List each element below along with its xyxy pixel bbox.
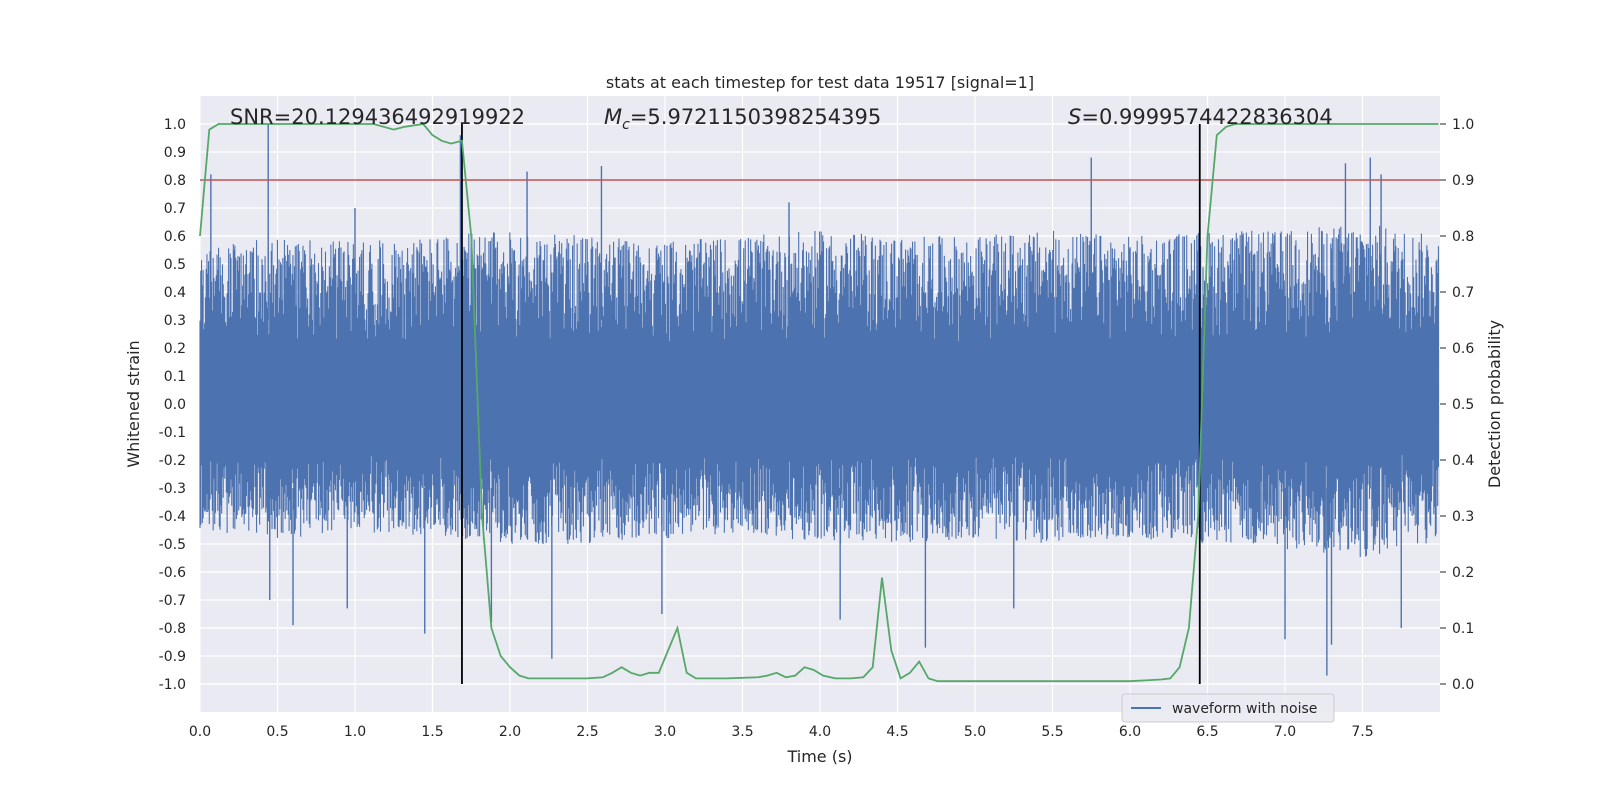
y-tick-label: -0.1 bbox=[159, 425, 186, 441]
y-tick-label: 0.3 bbox=[164, 313, 186, 329]
y-tick-label-right: 0.5 bbox=[1452, 397, 1474, 413]
data-layer bbox=[199, 123, 1440, 684]
x-tick-label: 3.0 bbox=[654, 724, 676, 740]
x-tick-label: 5.0 bbox=[964, 724, 986, 740]
y-tick-label: -0.4 bbox=[159, 509, 186, 525]
y-tick-label: -0.3 bbox=[159, 481, 186, 497]
y-tick-label: 0.6 bbox=[164, 229, 186, 245]
y-tick-label-right: 0.6 bbox=[1452, 341, 1474, 357]
x-tick-label: 7.0 bbox=[1274, 724, 1296, 740]
y-tick-label-right: 0.4 bbox=[1452, 453, 1474, 469]
y-tick-label: 1.0 bbox=[164, 117, 186, 133]
legend: waveform with noise bbox=[1121, 693, 1335, 723]
y-tick-label: 0.5 bbox=[164, 257, 186, 273]
x-tick-label: 2.5 bbox=[576, 724, 598, 740]
y-tick-label: 0.8 bbox=[164, 173, 186, 189]
y-axis-label: Whitened strain bbox=[124, 340, 143, 467]
x-axis-label: Time (s) bbox=[786, 747, 852, 766]
y-tick-label-right: 0.1 bbox=[1452, 621, 1474, 637]
mc-symbol: M bbox=[604, 105, 622, 129]
y-tick-label-right: 1.0 bbox=[1452, 117, 1474, 133]
x-tick-label: 0.0 bbox=[189, 724, 211, 740]
x-tick-label: 4.5 bbox=[886, 724, 908, 740]
y-tick-label: -0.5 bbox=[159, 537, 186, 553]
y-tick-label: -1.0 bbox=[159, 677, 186, 693]
y-tick-label: -0.6 bbox=[159, 565, 186, 581]
s-value: =0.9999574422836304 bbox=[1081, 105, 1332, 129]
y-tick-label: 0.1 bbox=[164, 369, 186, 385]
mc-value: =5.9721150398254395 bbox=[630, 105, 881, 129]
x-tick-label: 7.5 bbox=[1351, 724, 1373, 740]
y-tick-label: 0.4 bbox=[164, 285, 186, 301]
y-tick-label: -0.2 bbox=[159, 453, 186, 469]
s-annotation: S=0.9999574422836304 bbox=[1068, 105, 1333, 129]
x-tick-label: 2.0 bbox=[499, 724, 521, 740]
x-tick-label: 4.0 bbox=[809, 724, 831, 740]
legend-label: waveform with noise bbox=[1172, 701, 1317, 717]
x-tick-label: 1.0 bbox=[344, 724, 366, 740]
y-tick-label-right: 0.3 bbox=[1452, 509, 1474, 525]
x-tick-label: 3.5 bbox=[731, 724, 753, 740]
y-tick-label-right: 0.8 bbox=[1452, 229, 1474, 245]
waveform-core bbox=[200, 342, 1439, 455]
chart-title: stats at each timestep for test data 195… bbox=[606, 73, 1034, 92]
x-tick-label: 6.0 bbox=[1119, 724, 1141, 740]
mc-annotation: Mc=5.9721150398254395 bbox=[604, 105, 881, 133]
legend-box bbox=[1121, 693, 1335, 723]
detection-probability-line bbox=[199, 123, 1439, 683]
y-tick-label: -0.8 bbox=[159, 621, 186, 637]
y-tick-label: 0.2 bbox=[164, 341, 186, 357]
y-tick-label-right: 0.9 bbox=[1452, 173, 1474, 189]
tick-labels: 0.0 0.5 1.0 1.5 2.0 2.5 3.0 3.5 4.0 4.5 5.0 5.5 6.0 6… bbox=[159, 117, 1475, 740]
y-tick-label: 0.0 bbox=[164, 397, 186, 413]
s-symbol: S bbox=[1068, 105, 1081, 129]
y-tick-label: -0.7 bbox=[159, 593, 186, 609]
y-tick-label-right: 0.7 bbox=[1452, 285, 1474, 301]
y-tick-label: 0.9 bbox=[164, 145, 186, 161]
y-tick-label: -0.9 bbox=[159, 649, 186, 665]
x-tick-label: 6.5 bbox=[1196, 724, 1218, 740]
snr-annotation: SNR=20.129436492919922 bbox=[230, 105, 525, 129]
x-tick-label: 0.5 bbox=[266, 724, 288, 740]
mc-subscript: c bbox=[622, 117, 630, 133]
y-axis-label-right: Detection probability bbox=[1485, 320, 1504, 488]
x-tick-label: 1.5 bbox=[421, 724, 443, 740]
x-tick-label: 5.5 bbox=[1041, 724, 1063, 740]
y-tick-label: 0.7 bbox=[164, 201, 186, 217]
y-tick-label-right: 0.2 bbox=[1452, 565, 1474, 581]
y-tick-label-right: 0.0 bbox=[1452, 677, 1474, 693]
